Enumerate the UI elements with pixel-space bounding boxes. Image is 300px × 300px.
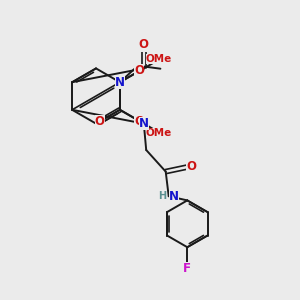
Text: O: O bbox=[134, 115, 144, 128]
Text: O: O bbox=[134, 64, 144, 77]
Text: O: O bbox=[94, 115, 105, 128]
Text: OMe: OMe bbox=[146, 54, 172, 64]
Text: N: N bbox=[169, 190, 179, 203]
Text: N: N bbox=[139, 117, 149, 130]
Text: O: O bbox=[139, 38, 149, 52]
Text: F: F bbox=[183, 262, 191, 275]
Text: H: H bbox=[158, 191, 166, 201]
Text: N: N bbox=[115, 76, 125, 89]
Text: O: O bbox=[186, 160, 196, 173]
Text: OMe: OMe bbox=[146, 128, 172, 138]
